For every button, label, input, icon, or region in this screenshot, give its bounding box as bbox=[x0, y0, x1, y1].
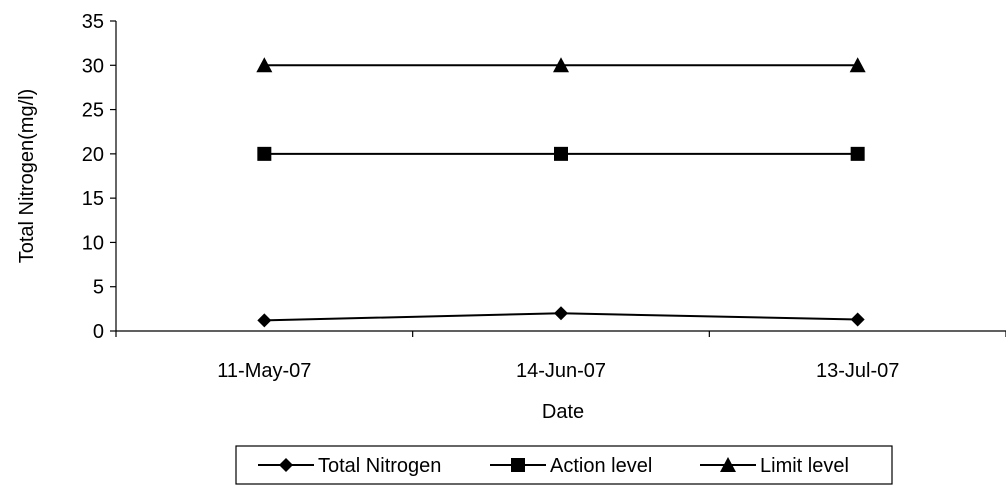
axes: 0 5 10 15 20 25 30 35 11-May-07 14-Jun-07 13-Jul-0… bbox=[82, 11, 1006, 382]
x-tick-label: 13-Jul-07 bbox=[816, 360, 899, 382]
x-tick-label: 14-Jun-07 bbox=[516, 360, 606, 382]
legend-label: Limit level bbox=[760, 455, 849, 477]
y-axis-title: Total Nitrogen(mg/l) bbox=[16, 89, 38, 264]
x-tick-label: 11-May-07 bbox=[217, 360, 311, 382]
series-limit-level bbox=[256, 57, 866, 73]
x-axis-title: Date bbox=[542, 401, 584, 423]
legend-marker bbox=[511, 458, 525, 472]
legend-label: Total Nitrogen bbox=[318, 455, 441, 477]
data-point bbox=[257, 146, 272, 161]
data-point bbox=[849, 57, 866, 73]
series-action-level bbox=[257, 146, 865, 161]
legend-item: Total Nitrogen bbox=[258, 455, 441, 477]
data-point bbox=[256, 57, 273, 73]
legend-label: Action level bbox=[550, 455, 652, 477]
y-tick-label: 10 bbox=[82, 232, 104, 254]
data-point bbox=[850, 312, 865, 327]
series-total-nitrogen bbox=[257, 306, 865, 328]
y-tick-label: 0 bbox=[93, 321, 104, 343]
data-point bbox=[554, 146, 568, 161]
y-tick-label: 15 bbox=[82, 188, 104, 210]
y-tick-label: 35 bbox=[82, 11, 104, 33]
data-point bbox=[554, 306, 568, 321]
data-point bbox=[257, 313, 272, 328]
series-layer bbox=[256, 57, 866, 328]
y-tick-label: 5 bbox=[93, 277, 104, 299]
data-point bbox=[553, 57, 569, 73]
legend-marker bbox=[720, 457, 736, 472]
y-tick-label: 30 bbox=[82, 55, 104, 77]
legend-item: Action level bbox=[490, 455, 652, 477]
legend-box bbox=[235, 445, 893, 485]
y-tick-label: 25 bbox=[82, 100, 104, 122]
legend-item: Limit level bbox=[700, 455, 849, 477]
data-point bbox=[850, 146, 865, 161]
y-tick-label: 20 bbox=[82, 144, 104, 166]
legend-marker bbox=[279, 458, 293, 472]
legend: Total Nitrogen Action level Limit level bbox=[235, 445, 893, 485]
